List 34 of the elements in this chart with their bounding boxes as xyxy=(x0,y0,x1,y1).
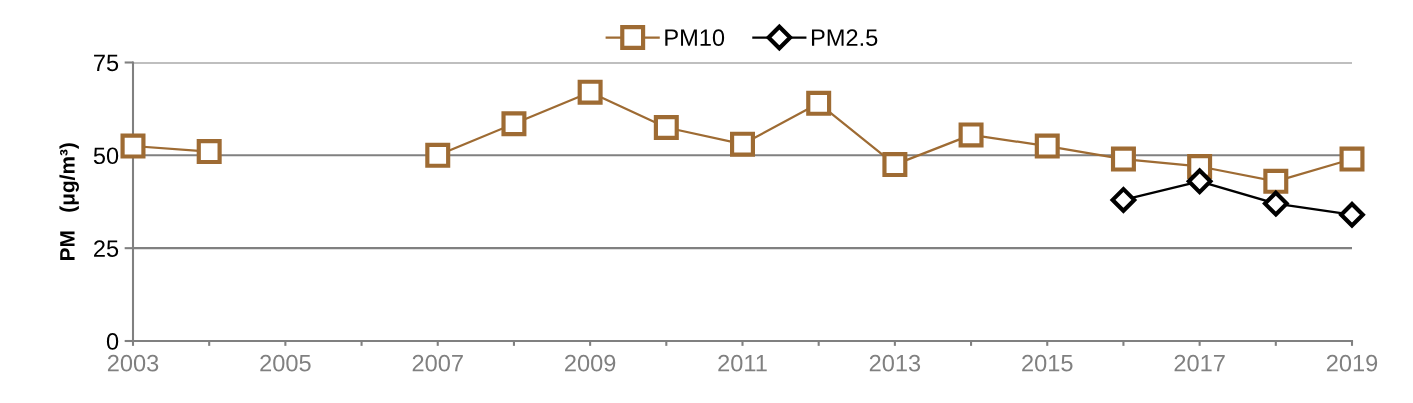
point xyxy=(1186,168,1213,195)
point xyxy=(882,152,908,178)
x-tick-label: 2003 xyxy=(107,354,159,372)
legend-label: PM10 xyxy=(665,29,725,47)
y-axis-title: PM (μg/m³) xyxy=(59,143,79,260)
legend-label: PM2.5 xyxy=(811,29,878,47)
point xyxy=(1339,146,1365,172)
x-tick-label: 2007 xyxy=(412,354,463,372)
x-tick-label: 2017 xyxy=(1174,354,1225,372)
point xyxy=(501,111,527,137)
x-tick-label: 2013 xyxy=(869,354,921,372)
point xyxy=(806,90,832,116)
point xyxy=(1262,190,1289,217)
x-tick-label: 2005 xyxy=(260,354,311,372)
point xyxy=(729,131,756,157)
x-tick-label: 2009 xyxy=(565,354,616,372)
point xyxy=(1110,146,1136,172)
x-tick-label: 2011 xyxy=(718,354,767,372)
point xyxy=(1339,201,1365,228)
y-tick-label: 75 xyxy=(94,54,119,72)
point xyxy=(1034,133,1060,159)
y-tick-label: 0 xyxy=(106,333,119,350)
point xyxy=(1110,187,1137,213)
x-tick-label: 2015 xyxy=(1022,354,1073,372)
point xyxy=(958,122,984,148)
point xyxy=(196,139,222,165)
point xyxy=(1263,168,1289,194)
y-tick-label: 50 xyxy=(93,147,119,165)
point xyxy=(120,133,146,159)
y-tick-label: 25 xyxy=(94,240,119,257)
point xyxy=(577,79,603,105)
x-tick-label: 2019 xyxy=(1326,354,1378,372)
point xyxy=(653,114,679,140)
point xyxy=(425,142,451,168)
